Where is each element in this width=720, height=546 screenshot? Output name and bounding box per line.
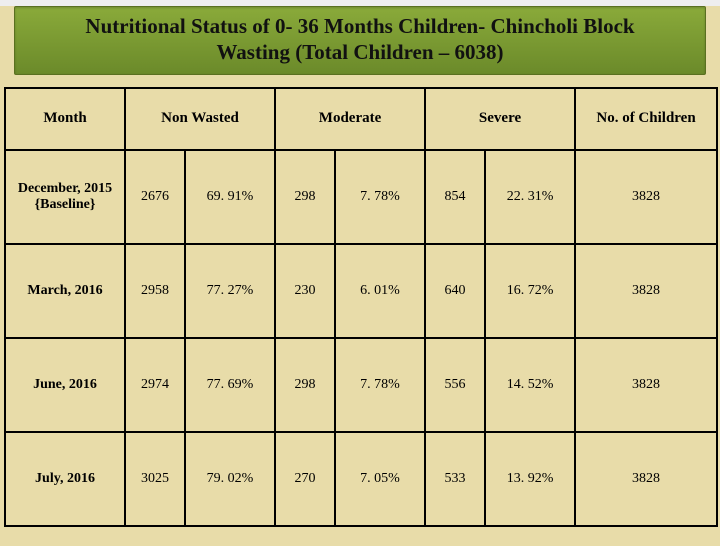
nutrition-table: Month Non Wasted Moderate Severe No. of …: [4, 87, 718, 527]
cell-nonwasted-pct: 77. 27%: [185, 244, 275, 338]
col-severe: Severe: [425, 88, 575, 150]
col-moderate: Moderate: [275, 88, 425, 150]
cell-nonwasted-n: 2974: [125, 338, 185, 432]
col-non-wasted: Non Wasted: [125, 88, 275, 150]
cell-month: June, 2016: [5, 338, 125, 432]
cell-severe-pct: 16. 72%: [485, 244, 575, 338]
title-line1: Nutritional Status of 0- 36 Months Child…: [25, 13, 695, 39]
cell-month: July, 2016: [5, 432, 125, 526]
cell-severe-n: 640: [425, 244, 485, 338]
table-row: July, 2016 3025 79. 02% 270 7. 05% 533 1…: [5, 432, 717, 526]
cell-nonwasted-n: 2958: [125, 244, 185, 338]
cell-moderate-pct: 6. 01%: [335, 244, 425, 338]
cell-severe-pct: 22. 31%: [485, 150, 575, 244]
cell-moderate-n: 230: [275, 244, 335, 338]
cell-moderate-pct: 7. 05%: [335, 432, 425, 526]
cell-month: December, 2015 {Baseline}: [5, 150, 125, 244]
header-row: Month Non Wasted Moderate Severe No. of …: [5, 88, 717, 150]
cell-nonwasted-pct: 79. 02%: [185, 432, 275, 526]
cell-moderate-pct: 7. 78%: [335, 150, 425, 244]
slide: Nutritional Status of 0- 36 Months Child…: [0, 6, 720, 546]
cell-total: 3828: [575, 150, 717, 244]
cell-nonwasted-pct: 69. 91%: [185, 150, 275, 244]
cell-total: 3828: [575, 244, 717, 338]
col-month: Month: [5, 88, 125, 150]
cell-severe-pct: 14. 52%: [485, 338, 575, 432]
cell-nonwasted-n: 3025: [125, 432, 185, 526]
cell-total: 3828: [575, 338, 717, 432]
cell-month: March, 2016: [5, 244, 125, 338]
cell-moderate-pct: 7. 78%: [335, 338, 425, 432]
cell-moderate-n: 298: [275, 338, 335, 432]
cell-nonwasted-n: 2676: [125, 150, 185, 244]
title-line2: Wasting (Total Children – 6038): [25, 39, 695, 65]
table-row: March, 2016 2958 77. 27% 230 6. 01% 640 …: [5, 244, 717, 338]
cell-severe-n: 556: [425, 338, 485, 432]
col-total: No. of Children: [575, 88, 717, 150]
cell-severe-pct: 13. 92%: [485, 432, 575, 526]
table-row: December, 2015 {Baseline} 2676 69. 91% 2…: [5, 150, 717, 244]
cell-moderate-n: 270: [275, 432, 335, 526]
cell-severe-n: 533: [425, 432, 485, 526]
title-bar: Nutritional Status of 0- 36 Months Child…: [14, 6, 706, 75]
cell-severe-n: 854: [425, 150, 485, 244]
cell-total: 3828: [575, 432, 717, 526]
table-row: June, 2016 2974 77. 69% 298 7. 78% 556 1…: [5, 338, 717, 432]
cell-nonwasted-pct: 77. 69%: [185, 338, 275, 432]
cell-moderate-n: 298: [275, 150, 335, 244]
